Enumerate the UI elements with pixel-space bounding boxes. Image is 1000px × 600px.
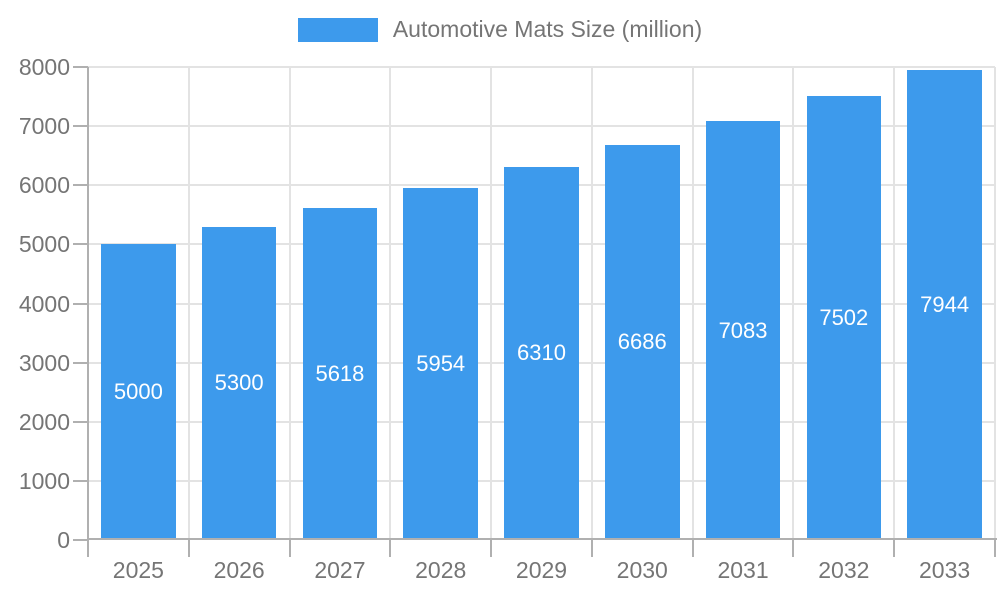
y-tick bbox=[73, 125, 88, 128]
v-gridline bbox=[590, 67, 593, 540]
x-tick bbox=[994, 540, 996, 557]
y-tick bbox=[73, 302, 88, 305]
bar-value-label: 7083 bbox=[718, 317, 768, 343]
x-tick bbox=[187, 540, 190, 557]
x-tick bbox=[893, 540, 896, 557]
x-tick-label: 2027 bbox=[314, 557, 366, 583]
y-tick-label: 5000 bbox=[18, 231, 70, 258]
x-tick bbox=[87, 540, 89, 557]
bar-2025[interactable]: 5000 bbox=[101, 244, 176, 540]
legend-item[interactable]: Automotive Mats Size (million) bbox=[297, 16, 703, 43]
v-gridline bbox=[288, 67, 291, 540]
y-tick-label: 7000 bbox=[18, 113, 70, 140]
legend-swatch bbox=[297, 17, 378, 42]
x-tick bbox=[691, 540, 694, 557]
bar-2026[interactable]: 5300 bbox=[201, 226, 277, 540]
y-tick-label: 6000 bbox=[18, 172, 70, 199]
x-tick bbox=[792, 540, 795, 557]
legend-label: Automotive Mats Size (million) bbox=[392, 16, 703, 42]
bar-value-label: 7944 bbox=[920, 292, 970, 318]
y-tick bbox=[73, 243, 88, 246]
v-gridline bbox=[490, 67, 493, 540]
y-tick-label: 8000 bbox=[18, 54, 70, 80]
y-tick bbox=[73, 184, 88, 187]
bar-value-label: 5000 bbox=[113, 379, 163, 405]
v-gridline bbox=[691, 67, 694, 540]
x-tick-label: 2030 bbox=[616, 557, 668, 583]
v-gridline bbox=[893, 67, 896, 540]
bar-value-label: 5954 bbox=[416, 350, 466, 376]
x-tick bbox=[288, 540, 291, 557]
y-tick-label: 0 bbox=[57, 527, 70, 553]
bar-value-label: 5618 bbox=[315, 360, 365, 386]
y-tick bbox=[73, 539, 88, 541]
bar-2027[interactable]: 5618 bbox=[302, 207, 378, 540]
x-tick-label: 2029 bbox=[515, 557, 568, 583]
x-tick-label: 2032 bbox=[818, 557, 870, 583]
bar-2033[interactable]: 7944 bbox=[907, 70, 982, 540]
v-gridline bbox=[187, 67, 190, 540]
bar-value-label: 6310 bbox=[517, 340, 566, 366]
h-gridline bbox=[88, 125, 995, 128]
x-tick bbox=[490, 540, 493, 557]
x-axis-line bbox=[87, 538, 997, 540]
x-tick-label: 2025 bbox=[112, 557, 164, 583]
y-tick bbox=[73, 66, 88, 68]
plot-area: 5000 5300 5618 5954 6310 6686 7083 7502 7944 bbox=[88, 66, 996, 540]
x-tick-label: 2026 bbox=[213, 557, 265, 583]
bar-2029[interactable]: 6310 bbox=[504, 166, 579, 540]
y-tick-label: 3000 bbox=[18, 349, 70, 376]
v-gridline bbox=[389, 67, 392, 540]
bar-value-label: 5300 bbox=[214, 370, 264, 396]
y-tick-label: 1000 bbox=[18, 467, 70, 494]
bar-2030[interactable]: 6686 bbox=[604, 144, 680, 540]
v-gridline bbox=[994, 67, 996, 540]
bar-2032[interactable]: 7502 bbox=[806, 96, 882, 540]
bar-2028[interactable]: 5954 bbox=[403, 187, 478, 540]
x-tick-label: 2028 bbox=[415, 557, 467, 583]
x-tick-label: 2031 bbox=[717, 557, 769, 583]
v-gridline bbox=[792, 67, 795, 540]
y-axis-line bbox=[87, 67, 89, 540]
bar-2031[interactable]: 7083 bbox=[705, 121, 781, 540]
bar-value-label: 6686 bbox=[617, 329, 667, 355]
legend: Automotive Mats Size (million) bbox=[0, 16, 1000, 43]
y-tick bbox=[73, 361, 88, 364]
bar-value-label: 7502 bbox=[819, 305, 869, 331]
y-tick bbox=[73, 420, 88, 423]
y-tick bbox=[73, 479, 88, 482]
x-tick-label: 2033 bbox=[919, 557, 971, 583]
x-tick bbox=[389, 540, 392, 557]
y-tick-label: 2000 bbox=[18, 408, 70, 435]
h-gridline bbox=[88, 66, 995, 68]
x-tick bbox=[590, 540, 593, 557]
y-tick-label: 4000 bbox=[18, 290, 70, 317]
